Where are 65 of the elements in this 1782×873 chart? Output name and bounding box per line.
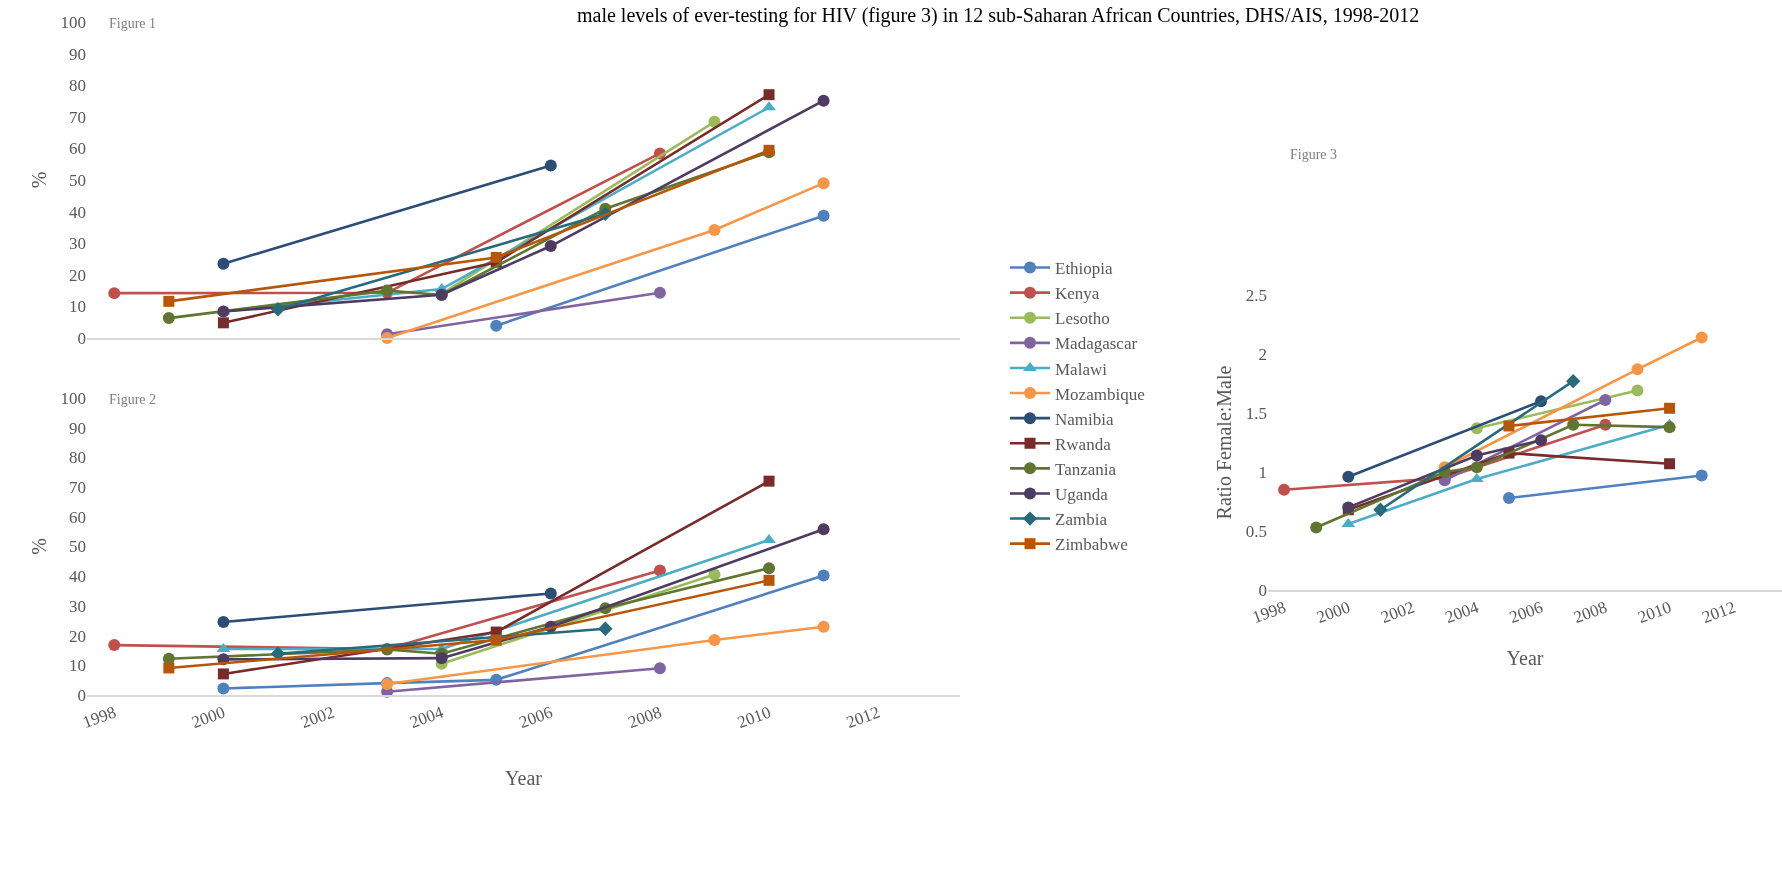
x-tick-label: 2004 <box>1442 597 1482 628</box>
x-tick-label: 2012 <box>1699 597 1739 628</box>
chart-title: male levels of ever-testing for HIV (figure 3) in 12 sub-Saharan African Countries, DHS/AIS, 1998-2012 <box>577 4 1420 27</box>
x-axis-title: Year <box>1506 647 1544 670</box>
y-tick-label: 0 <box>77 685 86 705</box>
legend-label: Rwanda <box>1055 434 1112 454</box>
legend-label: Tanzania <box>1055 459 1117 479</box>
y-tick-label: 10 <box>69 297 86 317</box>
legend-label: Zambia <box>1055 510 1108 530</box>
x-tick-label: 2004 <box>407 702 447 733</box>
y-tick-label: 80 <box>69 76 86 96</box>
legend-label: Kenya <box>1055 284 1100 304</box>
x-tick-label: 2006 <box>516 702 556 733</box>
y-tick-label: 30 <box>69 234 86 254</box>
legend-label: Lesotho <box>1055 309 1110 329</box>
x-tick-label: 2000 <box>1314 597 1353 628</box>
y-axis-title: Ratio Female:Male <box>1213 365 1236 520</box>
y-tick-label: 50 <box>69 170 86 190</box>
x-tick-label: 2010 <box>1635 597 1674 628</box>
x-tick-label: 2012 <box>843 702 883 733</box>
y-tick-label: 70 <box>69 478 86 498</box>
y-tick-label: 40 <box>69 202 86 222</box>
y-tick-label: 100 <box>60 12 86 32</box>
y-tick-label: 50 <box>69 537 86 557</box>
x-tick-label: 1998 <box>80 702 119 733</box>
y-tick-label: 70 <box>69 107 86 127</box>
y-tick-label: 30 <box>69 596 86 616</box>
x-tick-label: 2000 <box>189 702 228 733</box>
legend-label: Uganda <box>1055 485 1109 505</box>
legend-label: Zimbabwe <box>1055 535 1128 555</box>
x-tick-label: 2008 <box>1571 597 1610 628</box>
annotation: Figure 2 <box>109 392 157 407</box>
y-tick-label: 60 <box>69 139 86 159</box>
y-axis-title: % <box>28 538 50 555</box>
y-tick-label: 20 <box>69 626 86 646</box>
y-tick-label: 2 <box>1258 344 1267 364</box>
legend-label: Madagascar <box>1055 334 1138 354</box>
x-tick-label: 2010 <box>734 702 774 733</box>
x-tick-label: 1998 <box>1249 597 1289 628</box>
y-tick-label: 90 <box>69 44 86 64</box>
legend-label: Namibia <box>1055 409 1114 429</box>
y-tick-label: 0.5 <box>1245 521 1267 541</box>
y-tick-label: 10 <box>69 656 86 676</box>
y-axis-title: % <box>28 171 50 189</box>
y-tick-label: 20 <box>69 265 86 285</box>
y-tick-label: 1 <box>1258 462 1267 482</box>
y-tick-label: 0 <box>1258 580 1267 600</box>
legend-label: Ethiopia <box>1055 259 1114 279</box>
annotation: Figure 1 <box>109 16 157 31</box>
y-tick-label: 0 <box>77 328 86 348</box>
y-tick-label: 90 <box>69 418 86 438</box>
legend-label: Mozambique <box>1055 384 1145 404</box>
legend-label: Malawi <box>1055 359 1108 379</box>
y-tick-label: 2.5 <box>1245 285 1267 305</box>
caption: Figure 3 <box>1290 147 1338 162</box>
x-tick-label: 2002 <box>1378 597 1417 628</box>
x-tick-label: 2002 <box>298 702 337 733</box>
x-axis-title: Year <box>505 767 543 790</box>
y-tick-label: 1.5 <box>1245 403 1267 423</box>
x-tick-label: 2008 <box>625 702 665 733</box>
y-tick-label: 80 <box>69 448 86 468</box>
y-tick-label: 100 <box>60 388 86 408</box>
x-tick-label: 2006 <box>1506 597 1546 628</box>
y-tick-label: 40 <box>69 567 86 587</box>
y-tick-label: 60 <box>69 507 86 527</box>
